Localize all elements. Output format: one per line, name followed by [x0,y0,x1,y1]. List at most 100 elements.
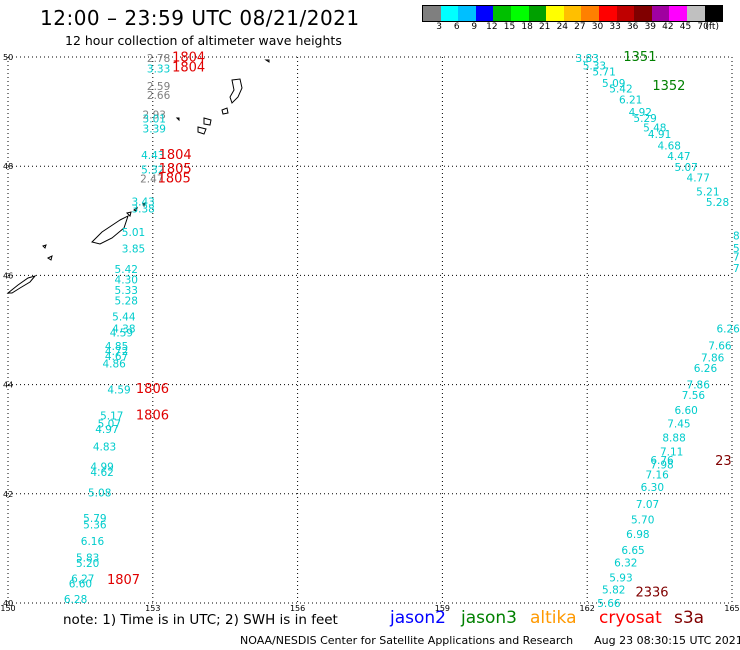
wave-height-value: 8 [733,230,740,242]
wave-height-value: 4.59 [107,384,130,396]
wave-height-value: 7.56 [682,390,706,402]
island-coastline [42,244,47,249]
colorbar-swatch [510,6,529,21]
wave-height-value: 7.11 [660,447,683,459]
wave-height-value: 4.91 [648,129,671,141]
pass-time-label: 1804 [172,61,205,76]
page-subtitle: 12 hour collection of altimeter wave hei… [65,33,342,48]
pass-time-label: 1352 [652,79,685,94]
wave-height-value: 4.99 [90,461,113,473]
wave-height-value: 5.07 [674,162,697,174]
wave-height-value: 5.66 [597,598,621,610]
colorbar-label: 36 [626,22,639,32]
colorbar-label: 9 [471,22,478,32]
wave-height-value: 2.78 [147,53,170,65]
wave-height-value: 5.33 [115,285,138,297]
wave-height-value: 5.44 [112,312,136,324]
wave-height-value: 5.20 [76,558,99,570]
wave-height-value: 4.67 [105,351,128,363]
wave-height-value: 5.79 [83,513,106,525]
wave-height-value: 4.92 [629,107,652,119]
legend-cryosat: cryosat [599,608,662,628]
wave-height-value: 6.60 [674,405,697,417]
colorbar-swatch [616,6,635,21]
wave-height-value: 6.32 [614,557,637,569]
colorbar-swatch [423,6,441,21]
credit-agency: NOAA/NESDIS Center for Satellite Applica… [240,634,574,647]
longitude-tick-label: 156 [290,604,305,613]
page-title: 12:00 – 23:59 UTC 08/21/2021 [40,6,360,30]
wave-height-value: 6.27 [71,573,94,585]
colorbar-label: 39 [644,22,657,32]
wave-height-value: 4.97 [95,424,118,436]
legend-altika: altika [530,608,577,628]
wave-height-value: 4.30 [115,275,138,287]
wave-height-value: 5.07 [98,419,121,431]
colorbar-swatch [634,6,652,21]
colorbar-label: 3 [436,22,442,32]
colorbar-swatch [563,6,582,21]
credit-line: NOAA/NESDIS Center for Satellite Applica… [240,634,740,647]
wave-height-value: 3.83 [576,53,599,65]
wave-height-value: 4.43 [141,150,164,162]
wave-height-value: 5.36 [83,520,107,532]
colorbar-swatch [651,6,670,21]
wave-height-value: 4.38 [112,324,135,336]
wave-height-value: 6.30 [641,482,664,494]
wave-height-value: 6.98 [626,529,649,541]
colorbar-label: 15 [503,22,516,32]
pass-time-label: 23 [715,454,732,469]
wave-height-value: 5.33 [583,61,606,73]
wave-height-value: 6.65 [621,545,644,557]
colorbar-label: 30 [591,22,604,32]
wave-height-value: 2.47 [140,174,163,186]
wave-height-value: 4.59 [110,328,133,340]
wave-height-value: 6.26 [694,363,718,375]
wave-height-value: 5.09 [602,78,625,90]
colorbar-label: 6 [453,22,460,32]
wave-height-value: 6.26 [716,324,740,336]
wave-height-value: 4.68 [658,140,681,152]
wave-height-value: 5.42 [115,264,138,276]
longitude-tick-label: 153 [145,604,160,613]
wave-height-value: 7.86 [701,353,725,365]
colorbar-label: (ft) [705,22,719,32]
colorbar-swatch [598,6,617,21]
island-coastline [133,206,138,212]
wave-height-value: 2.93 [143,110,166,122]
longitude-tick-label: 165 [724,604,739,613]
island-coastline [142,202,146,208]
wave-height-value: 3.01 [143,114,166,126]
pass-time-label: 2336 [635,585,668,600]
colorbar-swatch [493,6,511,21]
latitude-tick-label: 50 [3,53,13,62]
legend-jason2: jason2 [390,608,446,628]
wave-height-value: 5.83 [76,553,99,565]
colorbar-swatch [528,6,547,21]
latitude-tick-label: 44 [3,381,13,390]
wave-height-value: 7.98 [650,460,673,472]
colorbar-swatch [440,6,459,21]
wave-height-value: 4.77 [687,172,710,184]
wave-height-value: 5.01 [122,227,145,239]
wave-height-value: 3.43 [131,197,154,209]
wave-height-value: 4.72 [105,346,128,358]
wave-height-value: 5.28 [115,295,138,307]
colorbar-swatch [475,6,494,21]
island-coastline [47,255,53,261]
wave-height-value: 5.71 [592,67,615,79]
wave-height-value: 5.42 [609,83,632,95]
island-coastline [175,117,180,122]
colorbar-label: 24 [556,22,569,32]
island-coastline [203,117,212,126]
wave-height-value: 4.47 [667,151,690,163]
legend-jason3: jason3 [461,608,517,628]
wave-height-value: 6.21 [619,94,642,106]
latitude-tick-label: 48 [3,162,13,171]
wave-height-value: 2.59 [147,81,170,93]
wave-height-value: 5.70 [631,514,654,526]
island-coastline [264,59,270,63]
pass-time-label: 1807 [107,573,140,588]
wave-height-value: 5.48 [643,122,666,134]
